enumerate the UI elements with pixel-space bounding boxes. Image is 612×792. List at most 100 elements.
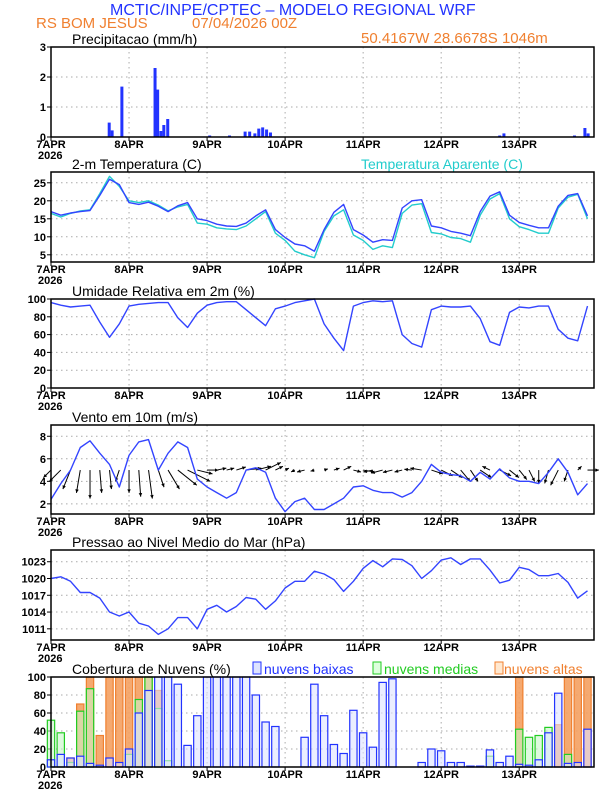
wind-vector-head	[543, 479, 548, 484]
wind-vector	[148, 469, 154, 499]
wind-vector	[236, 466, 246, 471]
cloud-title: Cobertura de Nuvens (%)	[72, 661, 231, 677]
x-tick-label: 12APR	[423, 516, 459, 528]
wind-vector	[353, 469, 362, 473]
low-cloud-bar	[271, 725, 280, 768]
y-tick-label: 1	[40, 102, 46, 114]
year-label: 2026	[38, 653, 62, 665]
low-cloud-bar	[485, 749, 495, 768]
wind-vector-shaft	[148, 469, 153, 499]
x-tick-label: 11APR	[346, 264, 381, 276]
x-tick-label: 10APR	[267, 139, 303, 151]
low-cloud-bar	[193, 715, 202, 768]
wind-vector	[99, 470, 104, 493]
low-cloud-bar	[310, 683, 319, 768]
y-tick-label: 0	[40, 132, 46, 144]
x-tick-label: 8APR	[114, 390, 143, 402]
wind-vector	[536, 470, 541, 484]
wind-vector-shaft	[99, 470, 103, 493]
temp-apparent-line	[50, 175, 589, 259]
wind-vector	[157, 469, 165, 488]
y-tick-label: 1017	[22, 590, 46, 602]
x-tick-label: 12APR	[423, 139, 459, 151]
x-tick-label: 7APR	[36, 769, 65, 781]
x-tick-label: 11APR	[346, 769, 381, 781]
y-tick-label: 80	[34, 312, 46, 324]
y-tick-label: 100	[28, 672, 46, 684]
precip-panel: 0 1 2 3 7APR 8APR 9APR 10APR 11APR 12APR 13APR 2026	[36, 42, 595, 162]
wind-vector-head	[127, 489, 131, 493]
wind-vector-head	[335, 467, 340, 471]
x-tick-label: 8APR	[114, 139, 143, 151]
precip-bar	[243, 131, 247, 137]
low-cloud-bar	[105, 757, 114, 768]
y-tick-label: 60	[34, 330, 46, 342]
low-cloud-bar	[505, 755, 514, 768]
wind-vector	[550, 469, 559, 486]
wind-vector	[323, 468, 329, 472]
low-cloud-bar	[251, 694, 261, 768]
wind-vector	[482, 465, 491, 471]
x-tick-label: 8APR	[114, 769, 143, 781]
wind-vector	[333, 467, 340, 471]
low-cloud-bar	[329, 743, 339, 768]
wind-vector-head	[563, 477, 567, 482]
wind-vector-head	[404, 467, 408, 472]
mid-cloud-bar	[524, 736, 534, 768]
y-tick-label: 40	[34, 347, 46, 359]
x-tick-label: 9APR	[192, 642, 221, 654]
low-cloud-bar	[553, 692, 563, 768]
precip-bar	[265, 129, 269, 137]
wind-vector	[290, 468, 296, 473]
wind-vector	[284, 467, 290, 472]
pres-panel: 1011 1014 1017 1020 1023 7APR 8APR 9APR 10APR 11A…	[22, 549, 595, 665]
high-clouds-legend-swatch	[494, 661, 504, 675]
low-cloud-bar	[349, 709, 358, 768]
wind-vector-head	[206, 478, 211, 482]
low-cloud-bar	[241, 676, 251, 768]
wind-vector-head	[109, 485, 113, 490]
wind-vector	[450, 469, 463, 479]
y-tick-label: 5	[40, 250, 46, 262]
cloud-frame	[50, 676, 595, 768]
y-tick-label: 3	[40, 42, 46, 54]
wind-vector	[197, 469, 213, 475]
wind-vector-head	[284, 468, 289, 472]
wind-vector	[394, 469, 403, 473]
wind-vector-head	[577, 466, 582, 470]
low-cloud-bar	[388, 678, 397, 768]
wind-vector-head	[297, 469, 301, 473]
wind-vector-head	[394, 469, 399, 473]
precip-bar	[268, 132, 272, 137]
precip-title: Precipitacao (mm/h)	[72, 31, 197, 47]
y-tick-label: 0	[40, 762, 46, 774]
x-tick-label: 13APR	[501, 390, 537, 402]
wind-vector-shaft	[75, 469, 81, 493]
wind-vector-head	[482, 466, 487, 470]
temp-title: 2-m Temperatura (C)	[72, 156, 202, 172]
wind-vector	[410, 467, 422, 471]
year-label: 2026	[38, 780, 62, 792]
wind-vector-head	[138, 493, 143, 497]
low-cloud-bar	[144, 689, 153, 768]
y-tick-label: 15	[34, 214, 46, 226]
wind-vector	[382, 469, 393, 474]
x-tick-label: 7APR	[36, 139, 65, 151]
wind-vector-head	[363, 469, 368, 473]
x-tick-label: 7APR	[36, 516, 65, 528]
wind-vector	[62, 469, 71, 490]
precip-bar	[257, 128, 261, 137]
x-tick-label: 8APR	[114, 264, 143, 276]
y-tick-label: 2	[40, 72, 46, 84]
wind-line	[50, 438, 589, 513]
wind-vector	[296, 469, 305, 473]
wind-vector	[265, 462, 282, 471]
wind-vector-head	[324, 468, 328, 472]
low-cloud-bar	[358, 732, 368, 768]
wind-vector-head	[291, 468, 295, 472]
x-tick-label: 10APR	[267, 390, 303, 402]
y-tick-label: 40	[34, 726, 46, 738]
wind-vector	[363, 469, 373, 473]
year-label: 2026	[38, 401, 62, 413]
